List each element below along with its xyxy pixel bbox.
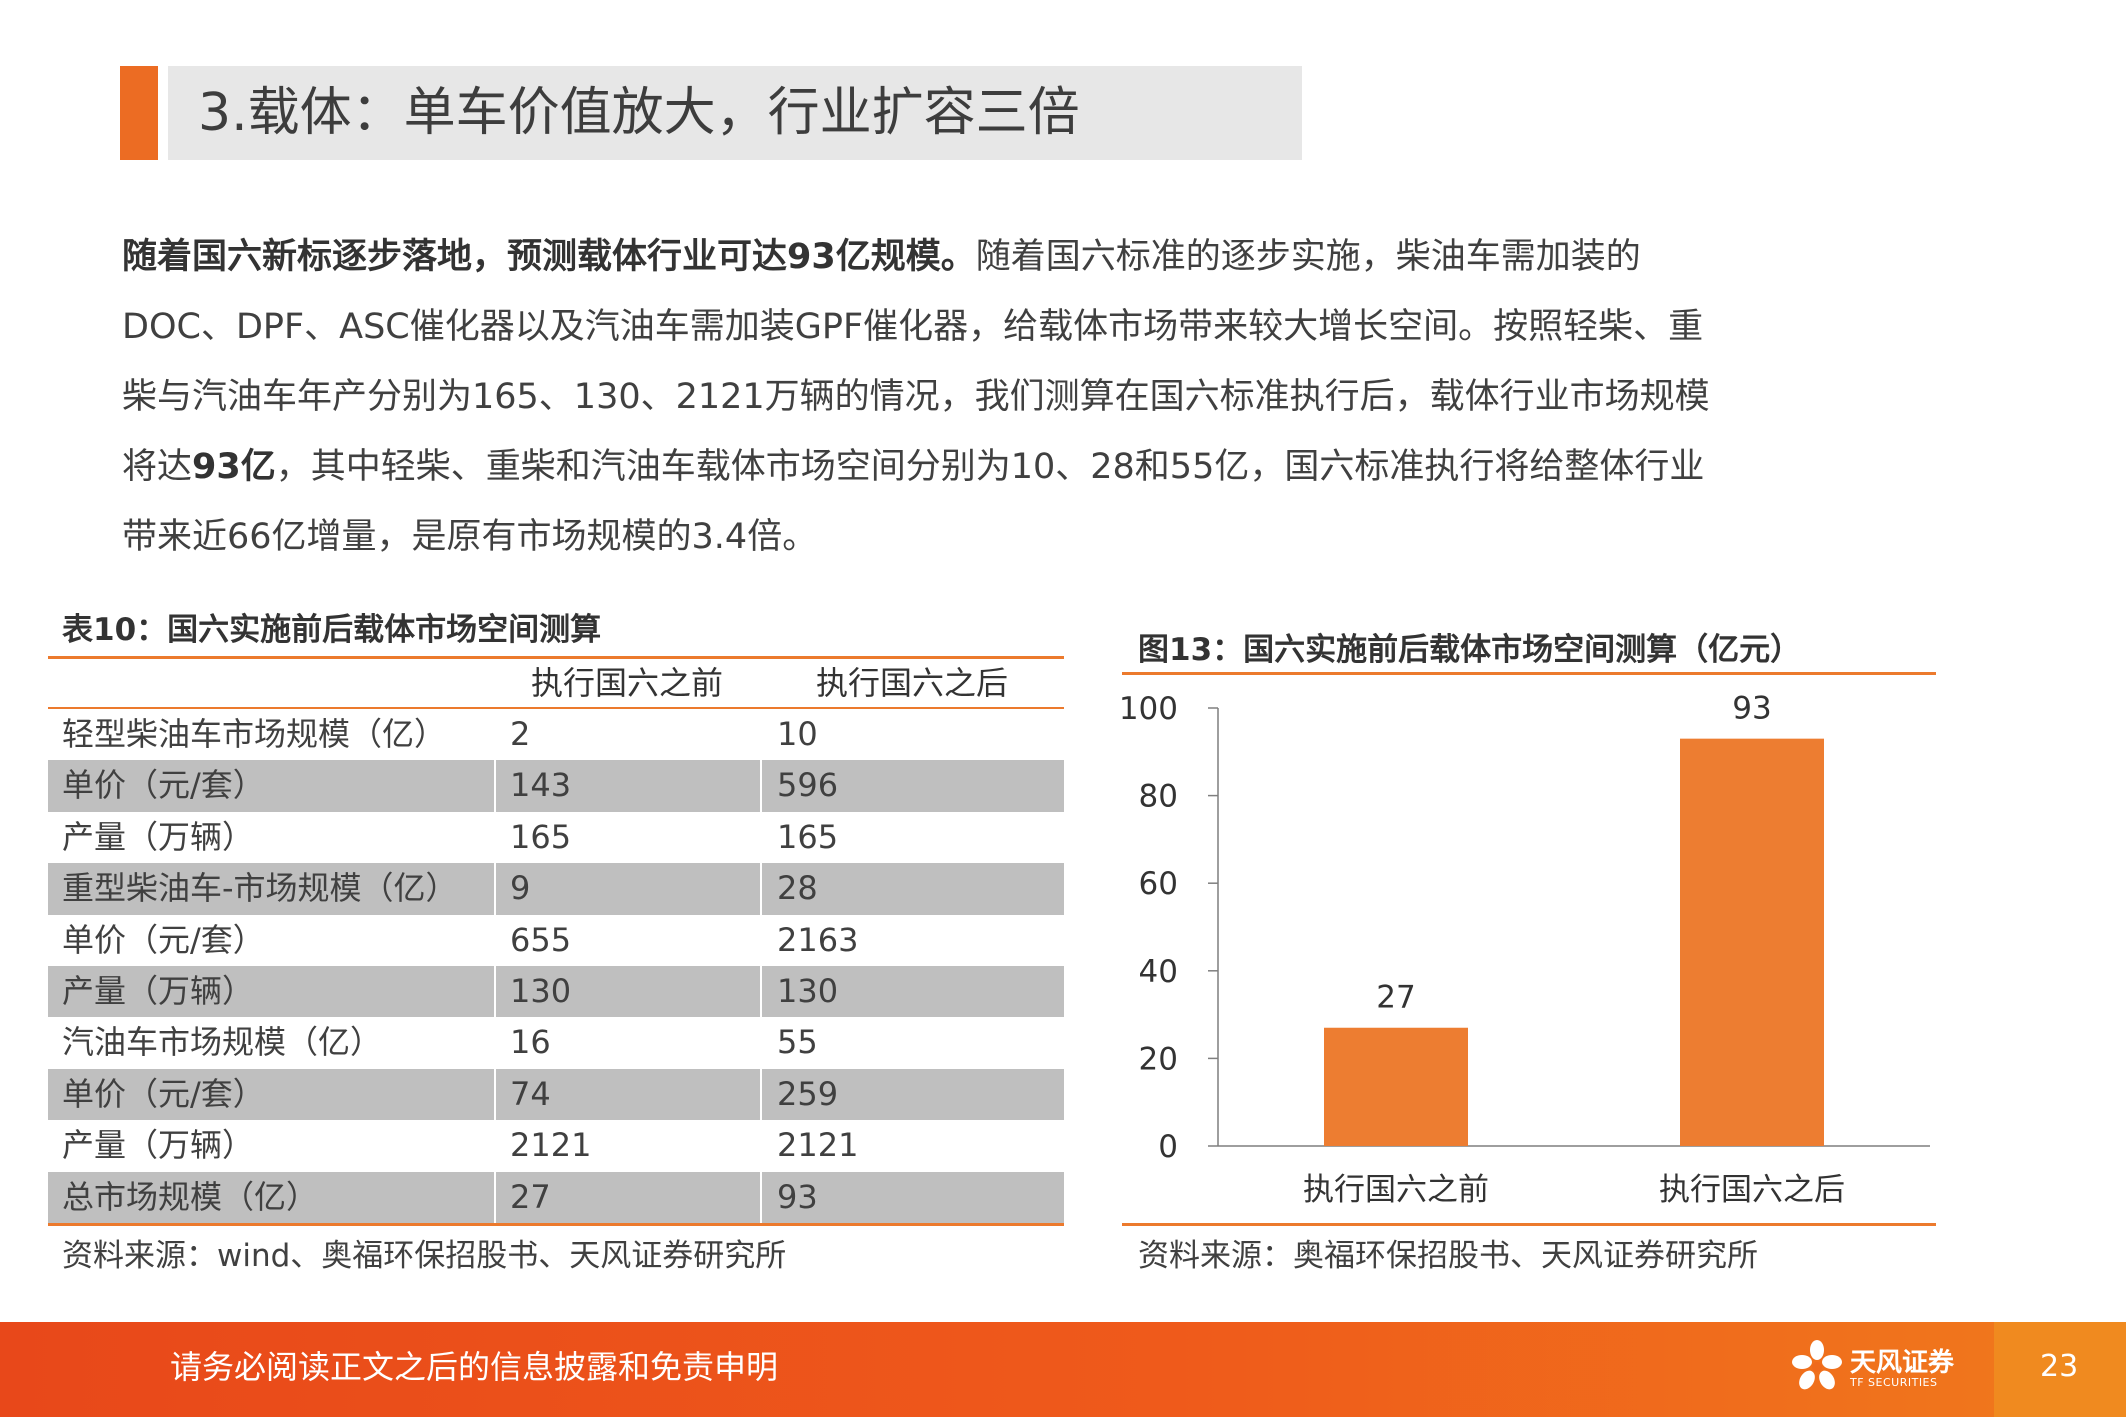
paragraph-line-3: 柴与汽油车年产分别为165、130、2121万辆的情况，我们测算在国六标准执行后… — [122, 377, 1710, 417]
table-cell-label: 单价（元/套） — [62, 920, 265, 959]
page-number-box: 23 — [1994, 1322, 2126, 1417]
table-cell-label: 总市场规模（亿） — [62, 1177, 319, 1216]
y-tick-label: 100 — [1119, 691, 1178, 727]
table-cell-after: 130 — [777, 971, 839, 1010]
footer-bar: 请务必阅读正文之后的信息披露和免责申明 天风证券 TF SECURITIES — [0, 1322, 2126, 1417]
table-cell-after: 2163 — [777, 920, 859, 959]
table-cell-after: 93 — [777, 1177, 818, 1216]
paragraph-line-4-b: ，其中轻柴、重柴和汽油车载体市场空间分别为10、28和55亿，国六标准执行将给整… — [275, 447, 1705, 487]
bar-chart: 0 20 40 60 80 100 27 执行国六之前 93 执行国六之后 — [1119, 691, 1930, 1208]
title-band — [168, 66, 1302, 160]
body-paragraph: 随着国六新标逐步落地，预测载体行业可达93亿规模。随着国六标准的逐步实施，柴油车… — [122, 222, 1872, 572]
table-row: 单价（元/套） 143 596 — [48, 760, 1064, 812]
chart-source: 资料来源：奥福环保招股书、天风证券研究所 — [1138, 1238, 1758, 1274]
title-accent-bar — [120, 66, 158, 160]
table-cell-label: 产量（万辆） — [62, 1126, 255, 1165]
table-cell-label: 单价（元/套） — [62, 766, 265, 805]
chart-bottom-rule — [1122, 1223, 1936, 1226]
table-row: 轻型柴油车市场规模（亿） 2 10 — [48, 709, 1064, 760]
table-cell-after: 596 — [777, 766, 839, 805]
table-cell-after: 2121 — [777, 1126, 859, 1165]
y-tick-label: 80 — [1139, 779, 1178, 815]
page-title: 3.载体：单车价值放大，行业扩容三倍 — [198, 83, 1080, 143]
table-column-separator — [760, 760, 762, 812]
table-source: 资料来源：wind、奥福环保招股书、天风证券研究所 — [62, 1238, 787, 1274]
table-row: 总市场规模（亿） 27 93 — [48, 1171, 1064, 1223]
table-cell-before: 130 — [510, 971, 572, 1010]
table-row: 产量（万辆） 165 165 — [48, 812, 1064, 863]
paragraph-line-4: 将达93亿，其中轻柴、重柴和汽油车载体市场空间分别为10、28和55亿，国六标准… — [122, 447, 1704, 487]
y-tick-label: 40 — [1139, 954, 1178, 990]
paragraph-line-4-a: 将达 — [122, 447, 193, 487]
x-category-label: 执行国六之后 — [1659, 1172, 1845, 1208]
table-cell-before: 2 — [510, 715, 531, 753]
table-cell-after: 28 — [777, 869, 818, 908]
table-column-separator — [494, 1068, 496, 1121]
table-header-before: 执行国六之前 — [530, 664, 723, 702]
logo-cn-text: 天风证券 — [1850, 1348, 1955, 1378]
paragraph-line-1: 随着国六新标逐步落地，预测载体行业可达93亿规模。随着国六标准的逐步实施，柴油车… — [122, 237, 1641, 277]
table-column-separator — [760, 1068, 762, 1121]
table-cell-after: 259 — [777, 1074, 839, 1113]
table-row: 单价（元/套） 74 259 — [48, 1068, 1064, 1121]
table-cell-before: 74 — [510, 1074, 551, 1113]
footer-disclaimer: 请务必阅读正文之后的信息披露和免责申明 — [170, 1348, 779, 1386]
table-cell-label: 轻型柴油车市场规模（亿） — [62, 715, 447, 753]
paragraph-line-1-rest: 随着国六标准的逐步实施，柴油车需加装的 — [975, 237, 1641, 277]
table-cell-before: 27 — [510, 1177, 551, 1216]
table-cell-after: 165 — [777, 817, 839, 856]
table-body: 轻型柴油车市场规模（亿） 2 10 单价（元/套） 143 596 产量（万辆） 165 165… — [48, 709, 1064, 1223]
chart-top-rule — [1122, 672, 1936, 675]
bar — [1680, 738, 1824, 1146]
paragraph-line-4-bold: 93亿 — [192, 447, 276, 487]
table-row: 单价（元/套） 655 2163 — [48, 915, 1064, 966]
bar-value-label: 27 — [1376, 980, 1415, 1016]
table-column-separator — [760, 965, 762, 1018]
table-row: 汽油车市场规模（亿） 16 55 — [48, 1017, 1064, 1068]
table-cell-label: 汽油车市场规模（亿） — [62, 1023, 383, 1062]
table-row: 重型柴油车-市场规模（亿） 9 28 — [48, 863, 1064, 915]
table-cell-before: 16 — [510, 1023, 551, 1062]
flower-logo-icon — [1792, 1340, 1842, 1390]
table-cell-label: 产量（万辆） — [62, 817, 255, 856]
table-header-after: 执行国六之后 — [815, 664, 1008, 702]
table-cell-before: 143 — [510, 766, 572, 805]
bar-value-label: 93 — [1732, 691, 1771, 727]
logo-en-text: TF SECURITIES — [1850, 1376, 1938, 1389]
table-column-separator — [494, 863, 496, 915]
x-category-label: 执行国六之前 — [1303, 1172, 1489, 1208]
table-title: 表10：国六实施前后载体市场空间测算 — [62, 612, 602, 648]
paragraph-line-2: DOC、DPF、ASC催化器以及汽油车需加装GPF催化器，给载体市场带来较大增长… — [122, 307, 1704, 347]
table-top-rule — [48, 656, 1064, 659]
bar — [1324, 1027, 1468, 1146]
page-number: 23 — [2040, 1349, 2079, 1384]
table-column-separator — [760, 1171, 762, 1223]
company-logo: 天风证券 TF SECURITIES — [1790, 1338, 1990, 1398]
chart-title: 图13：国六实施前后载体市场空间测算（亿元） — [1138, 632, 1802, 668]
table-cell-label: 重型柴油车-市场规模（亿） — [62, 869, 458, 908]
y-tick-label: 20 — [1139, 1041, 1178, 1077]
y-tick-label: 0 — [1158, 1129, 1178, 1165]
table-cell-before: 655 — [510, 920, 572, 959]
table-column-separator — [760, 863, 762, 915]
table-cell-before: 9 — [510, 869, 531, 908]
table-cell-after: 55 — [777, 1023, 818, 1062]
table-header-rule — [48, 707, 1064, 709]
table-cell-label: 产量（万辆） — [62, 971, 255, 1010]
table-cell-before: 2121 — [510, 1126, 592, 1165]
table-cell-label: 单价（元/套） — [62, 1074, 265, 1113]
table-column-separator — [494, 1171, 496, 1223]
y-tick-label: 60 — [1139, 866, 1178, 902]
table-row: 产量（万辆） 130 130 — [48, 965, 1064, 1018]
table-column-separator — [494, 965, 496, 1018]
table-cell-before: 165 — [510, 817, 572, 856]
paragraph-line-5: 带来近66亿增量，是原有市场规模的3.4倍。 — [122, 517, 818, 557]
table-column-separator — [494, 760, 496, 812]
table-bottom-rule — [48, 1223, 1064, 1226]
paragraph-bold-lead: 随着国六新标逐步落地，预测载体行业可达93亿规模。 — [122, 237, 976, 277]
table-row: 产量（万辆） 2121 2121 — [48, 1120, 1064, 1171]
table-cell-after: 10 — [777, 715, 818, 753]
